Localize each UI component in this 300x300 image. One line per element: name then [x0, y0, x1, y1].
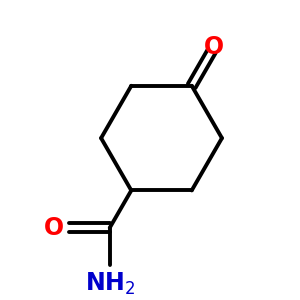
- Text: O: O: [204, 35, 224, 59]
- Text: NH$_2$: NH$_2$: [85, 270, 135, 297]
- Text: O: O: [44, 216, 64, 240]
